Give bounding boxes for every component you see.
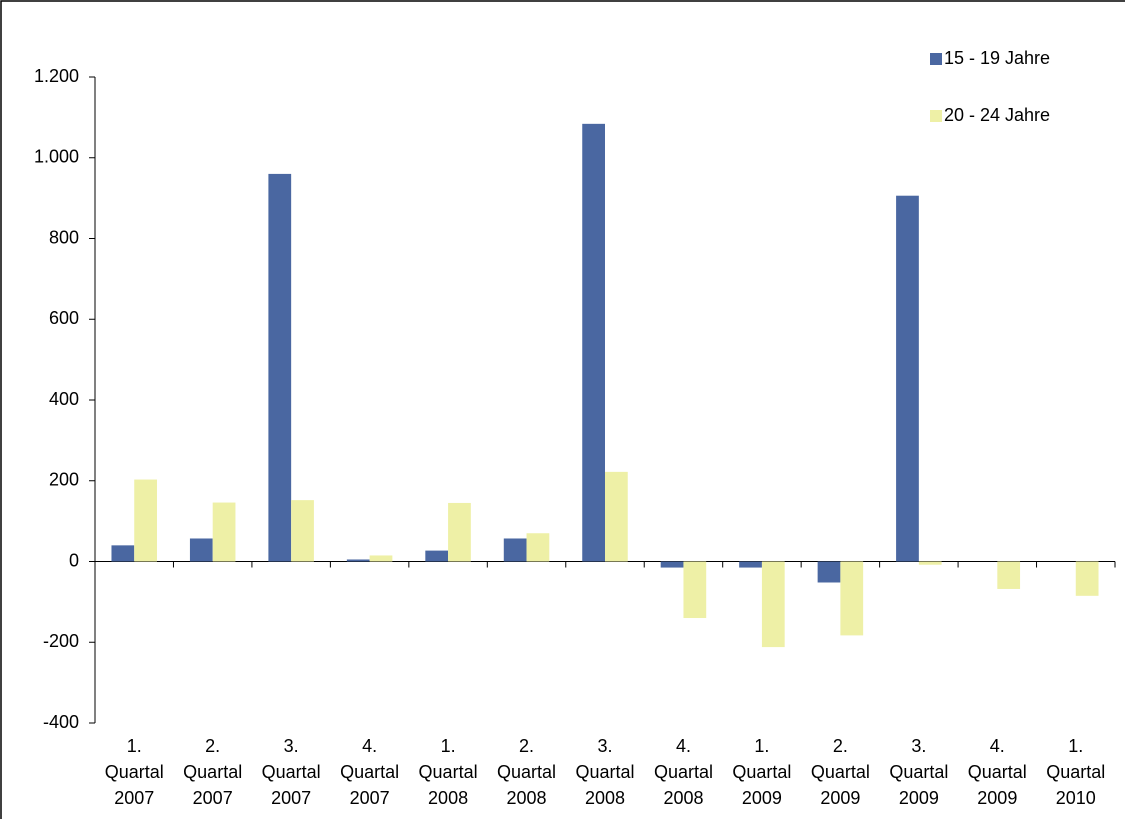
bar: [605, 471, 628, 562]
bar: [582, 123, 605, 562]
y-tick-label: 800: [49, 227, 79, 247]
bar: [683, 561, 707, 619]
bar: [896, 195, 919, 562]
bar: [346, 559, 370, 562]
bar: [739, 561, 762, 568]
legend-label: 20 - 24 Jahre: [944, 105, 1050, 125]
y-tick-label: -200: [43, 631, 79, 651]
bar: [817, 561, 841, 583]
y-tick-label: 600: [49, 308, 79, 328]
x-tick-label: 2. Quartal 2007: [183, 736, 242, 808]
x-tick-label: 3. Quartal 2009: [889, 736, 948, 808]
y-tick-label: 200: [49, 470, 79, 490]
x-tick-label: 1. Quartal 2010: [1046, 736, 1105, 808]
x-tick-label: 1. Quartal 2008: [419, 736, 478, 808]
x-tick-label: 1. Quartal 2007: [105, 736, 164, 808]
bar: [840, 561, 864, 636]
bar: [1075, 561, 1099, 596]
x-tick-label: 4. Quartal 2008: [654, 736, 713, 808]
y-tick-label: 1.000: [34, 147, 79, 167]
bar: [761, 561, 785, 648]
bar: [212, 502, 236, 562]
legend-label: 15 - 19 Jahre: [944, 48, 1050, 68]
bar: [918, 561, 942, 565]
bar: [425, 550, 449, 562]
bar: [526, 533, 550, 562]
x-tick-label: 4. Quartal 2009: [968, 736, 1027, 808]
x-tick-label: 2. Quartal 2009: [811, 736, 870, 808]
y-tick-label: 400: [49, 389, 79, 409]
bar: [997, 561, 1021, 589]
y-tick-label: -400: [43, 712, 79, 732]
bar: [369, 555, 393, 562]
legend-marker: [930, 53, 942, 65]
x-tick-label: 1. Quartal 2009: [732, 736, 791, 808]
x-tick-label: 4. Quartal 2007: [340, 736, 399, 808]
bar: [660, 561, 684, 568]
x-tick-label: 3. Quartal 2007: [262, 736, 321, 808]
bar: [134, 479, 157, 562]
legend-marker: [930, 110, 942, 122]
y-tick-label: 1.200: [34, 66, 79, 86]
bar: [268, 173, 292, 562]
x-tick-label: 2. Quartal 2008: [497, 736, 556, 808]
bar: [448, 502, 471, 562]
x-tick-label: 3. Quartal 2008: [575, 736, 634, 808]
y-tick-label: 0: [69, 550, 79, 570]
bar: [503, 538, 527, 562]
bar: [189, 538, 213, 562]
bar: [291, 500, 314, 562]
bar: [111, 545, 135, 562]
